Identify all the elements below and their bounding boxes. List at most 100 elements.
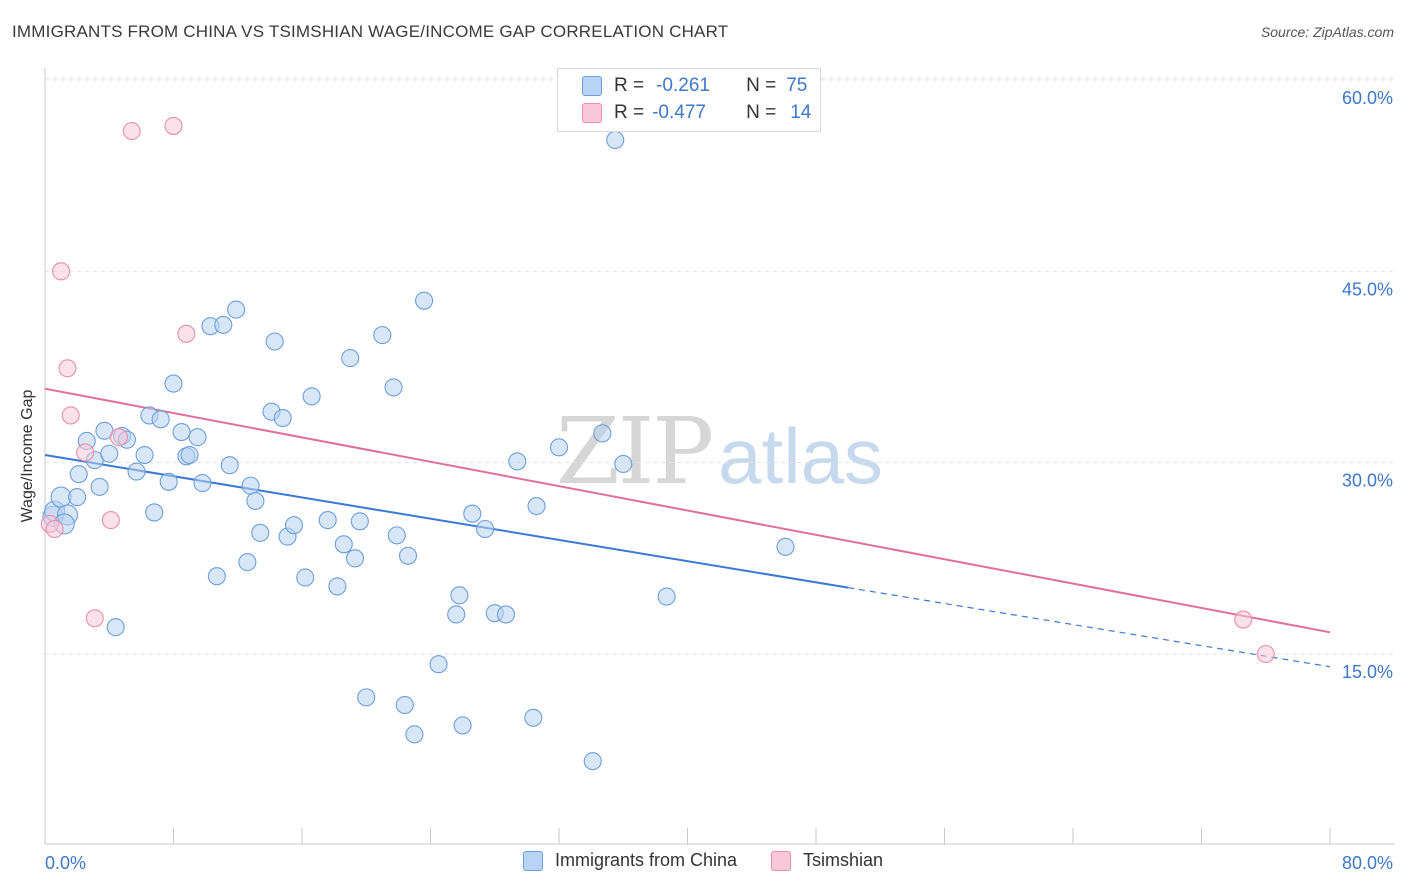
point-china [246,491,265,510]
point-china [429,655,448,674]
point-china [593,424,612,443]
point-china [172,423,191,442]
point-tsimshian [58,359,77,378]
point-china [106,618,125,637]
point-china [220,456,239,475]
legend-n-label: N = [746,75,777,96]
point-tsimshian [164,116,183,135]
point-china [90,477,109,496]
legend-r-value: -0.261 [656,75,710,96]
axes [44,68,1395,845]
point-china [453,716,472,735]
point-china [334,535,353,554]
point-china [450,586,469,605]
legend-r-value: -0.477 [652,102,706,123]
legend-n-value: 75 [786,75,808,96]
series-legend-tsimshian[interactable]: Tsimshian [771,850,883,871]
x-tick-label: 0.0% [45,853,86,873]
point-tsimshian [1256,644,1275,664]
point-china [496,605,516,624]
point-tsimshian [122,121,141,141]
point-china [463,504,482,523]
point-china [50,486,72,508]
point-china [251,523,270,542]
y-axis-label: Wage/Income Gap [19,389,36,523]
point-china [341,349,360,368]
point-china [614,454,633,473]
series-label-china: Immigrants from China [554,850,738,870]
point-tsimshian [52,262,71,281]
point-china [265,332,284,351]
point-china [135,445,154,465]
point-tsimshian [45,519,64,539]
point-china [214,315,233,334]
point-china [606,130,625,150]
point-tsimshian [85,609,104,628]
point-china [273,408,292,428]
trend-line-tsimshian [44,387,1331,634]
legend-swatch-china [582,76,602,96]
point-tsimshian [76,443,95,462]
point-china [193,474,212,493]
series-swatch-china [522,850,543,871]
chart-title: IMMIGRANTS FROM CHINA VS TSIMSHIAN WAGE/… [12,22,729,41]
legend-n-label: N = [746,102,777,123]
point-china [447,605,466,624]
point-china [776,537,795,556]
series-legend: Immigrants from China Tsimshian [0,850,1406,871]
point-china [328,577,347,596]
y-tick-label: 60.0% [1342,88,1393,108]
point-china [657,587,676,606]
point-tsimshian [177,324,196,343]
source-label: Source: ZipAtlas.com [1260,24,1394,40]
point-china [583,752,602,771]
point-china [159,472,178,491]
point-china [350,512,369,531]
point-china [415,291,434,310]
legend-n-value: 14 [790,102,812,123]
point-china [398,546,418,565]
point-china [387,526,406,545]
point-china [188,428,207,447]
point-tsimshian [1234,610,1253,629]
series-swatch-tsimshian [771,850,792,871]
point-china [318,511,337,530]
x-tick-label: 80.0% [1342,853,1393,873]
point-china [164,374,183,393]
point-china [207,567,226,586]
point-china [549,438,569,457]
point-china [151,410,170,429]
y-tick-label: 45.0% [1342,279,1393,299]
point-china [357,688,376,707]
data-points [40,116,1275,771]
point-china [100,444,119,463]
point-china [524,708,543,727]
point-china [284,516,304,535]
correlation-legend: R = -0.261 N = 75 R = -0.477 N = 14 [557,68,821,132]
point-china [302,387,321,406]
point-tsimshian [61,406,80,425]
point-tsimshian [101,511,120,530]
series-label-tsimshian: Tsimshian [803,850,884,870]
y-tick-label: 30.0% [1342,471,1393,491]
legend-r-label: R = [614,102,645,123]
point-china [508,452,527,471]
legend-row-tsimshian: R = -0.477 N = 14 [582,100,811,126]
point-china [373,326,392,345]
point-china [69,465,88,484]
point-tsimshian [109,428,128,447]
point-china [345,549,365,568]
trend-line-china [44,454,849,589]
point-china [241,476,260,495]
point-china [527,496,546,516]
trend-line-china-extension [848,587,1331,668]
point-china [395,695,414,715]
trend-lines [44,387,1331,668]
series-legend-china[interactable]: Immigrants from China [522,850,738,871]
legend-swatch-tsimshian [582,103,602,123]
legend-row-china: R = -0.261 N = 75 [582,73,807,99]
legend-r-label: R = [614,75,645,96]
point-china [296,568,315,587]
point-china [68,488,87,507]
